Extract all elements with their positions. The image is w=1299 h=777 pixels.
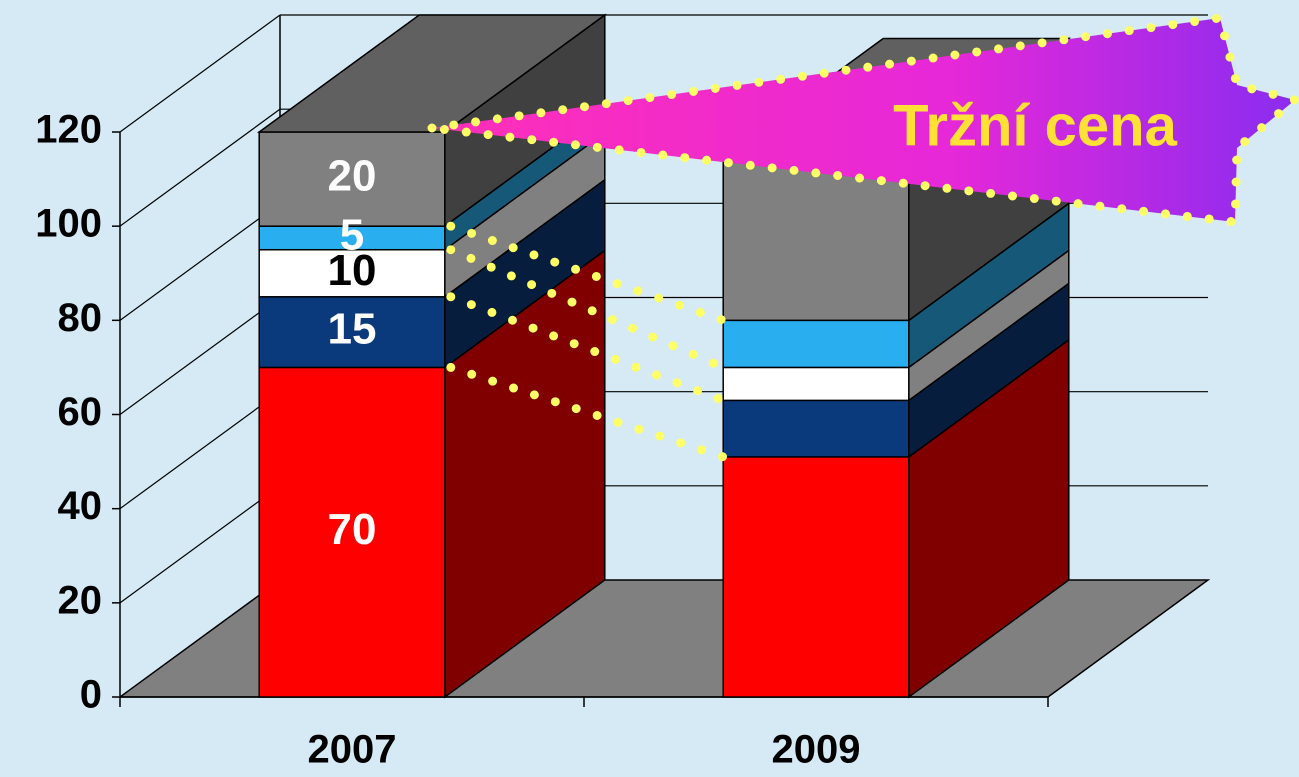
y-tick-label: 80 — [58, 296, 103, 340]
grid-line — [120, 486, 280, 603]
grid-line — [120, 392, 280, 509]
y-tick-label: 0 — [80, 673, 102, 717]
grid-line — [120, 109, 280, 226]
bar-segment — [723, 320, 909, 367]
grid-line — [120, 298, 280, 415]
bar-segment — [723, 367, 909, 400]
annotation: Tržní cena — [893, 93, 1177, 158]
y-tick-label: 40 — [58, 484, 103, 528]
x-tick-label: 2007 — [308, 728, 397, 772]
data-label: 20 — [328, 152, 377, 201]
y-tick-label: 100 — [35, 202, 102, 246]
grid-line — [120, 203, 280, 320]
y-tick-label: 120 — [35, 108, 102, 152]
grid-line — [120, 15, 280, 132]
data-label: 15 — [328, 305, 377, 354]
chart: 02040608010012020077015105202009Tržní ce… — [0, 0, 1299, 777]
bar-segment — [723, 400, 909, 457]
data-label: 5 — [340, 211, 364, 260]
bar-segment — [723, 457, 909, 697]
y-tick-label: 20 — [58, 578, 103, 622]
data-label: 70 — [328, 505, 377, 554]
y-tick-label: 60 — [58, 390, 103, 434]
x-tick-label: 2009 — [772, 728, 861, 772]
